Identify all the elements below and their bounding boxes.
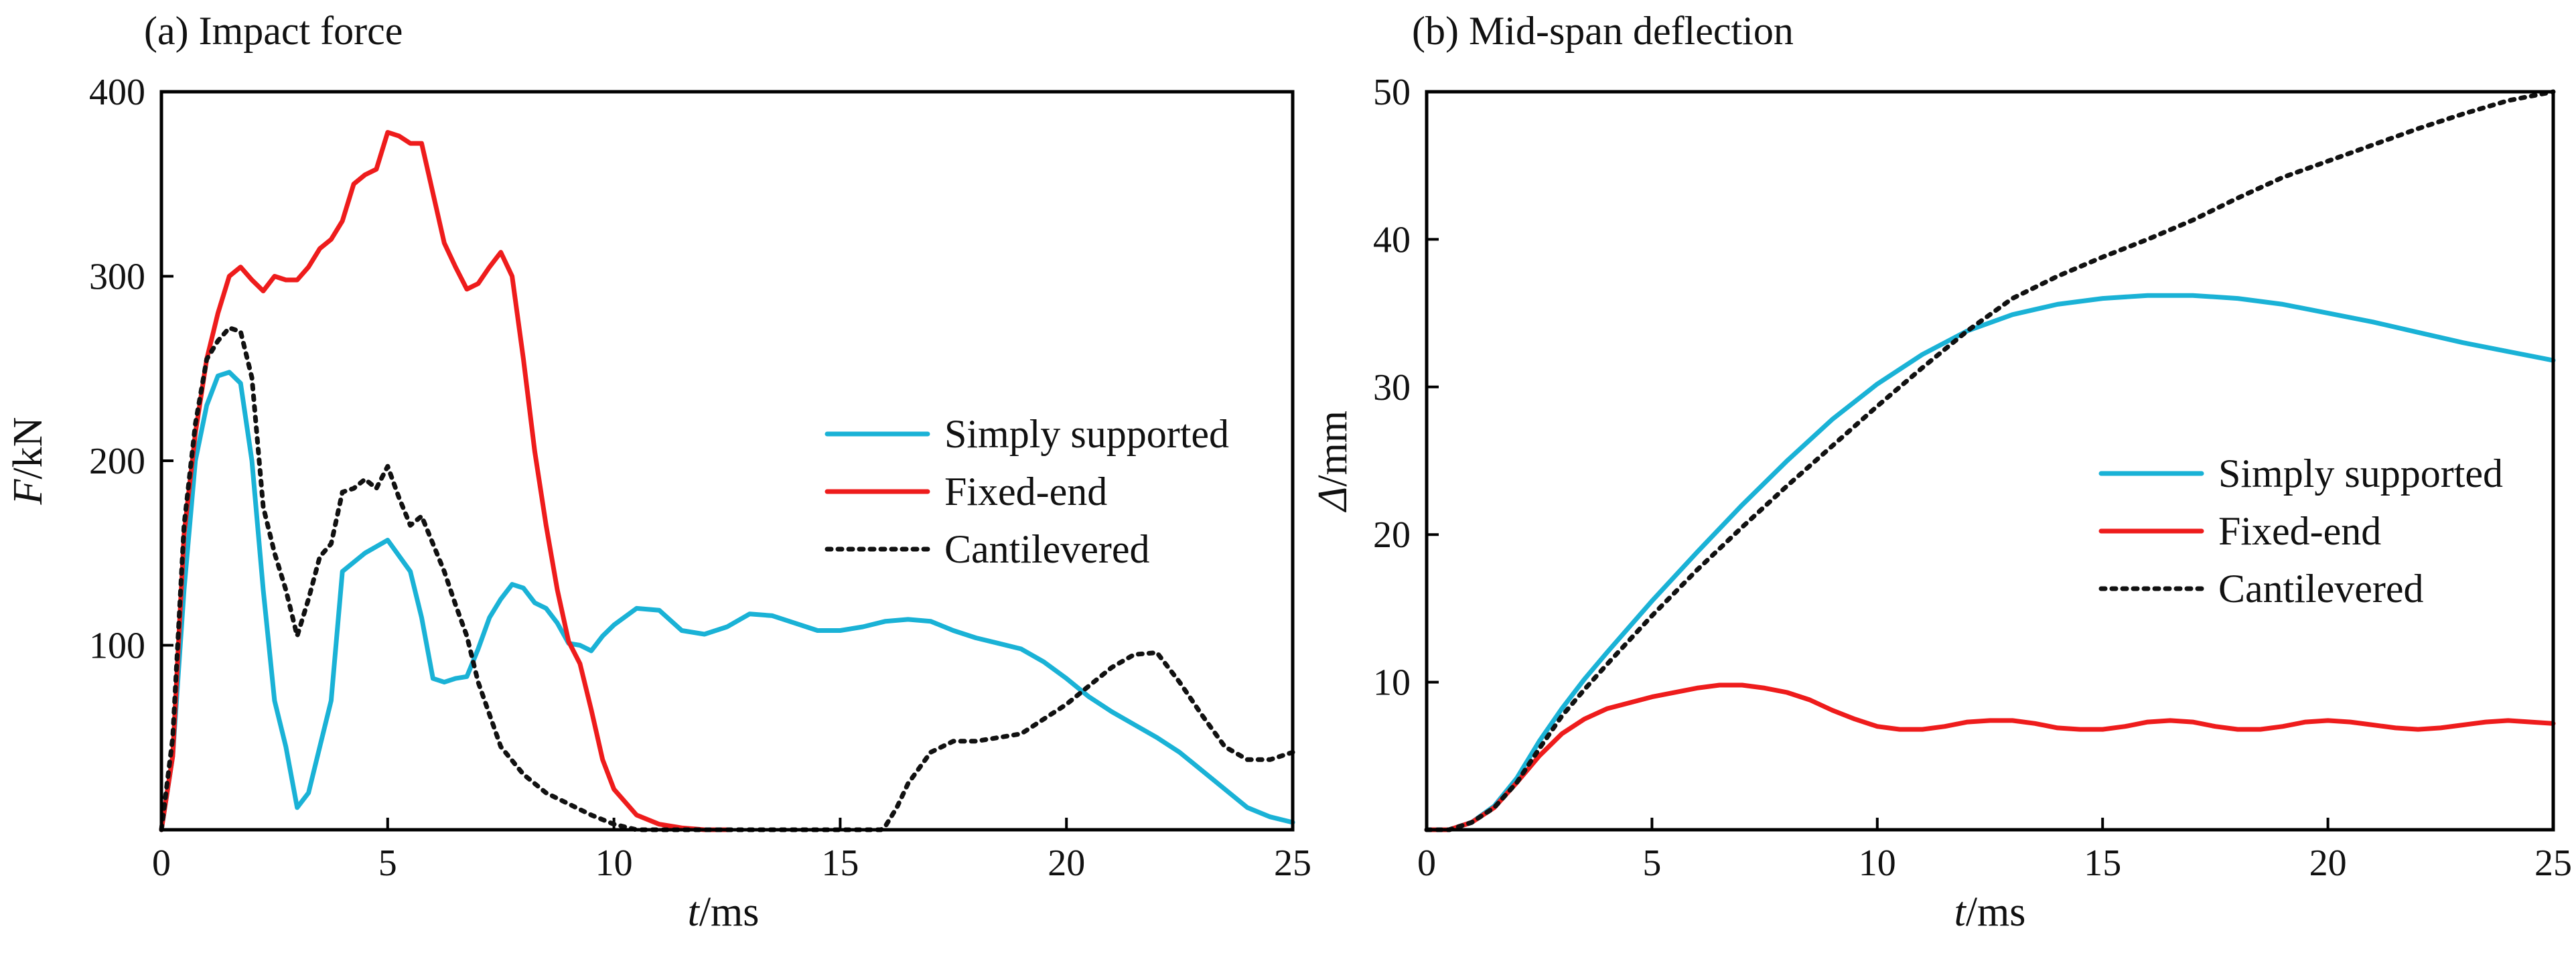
y-tick-label: 20	[1373, 514, 1411, 556]
x-tick-label: 15	[821, 842, 859, 884]
x-tick-label: 5	[378, 842, 397, 884]
x-tick-label: 10	[595, 842, 633, 884]
x-tick-label: 25	[2534, 842, 2572, 884]
tick-labels: 0 5 10 15 20 25 100 200 300 400	[89, 72, 1311, 884]
panel-impact-force: (a) Impact force 0 5 10 15 20 25100200300400 …	[5, 9, 1311, 935]
x-tick-label: 25	[1274, 842, 1311, 884]
plot-frame	[1425, 90, 2555, 832]
y-tick-label: 30	[1373, 367, 1411, 409]
x-tick-label: 20	[1048, 842, 1085, 884]
x-axis-label: t/ms	[688, 889, 760, 935]
series-line-cantilevered	[1424, 89, 2556, 832]
legend-label: Simply supported	[2218, 451, 2503, 496]
series-line-simply-supported	[159, 370, 1295, 832]
tick-labels: 0 5 10 15 20 25 10 20 30 40 50	[1373, 72, 2572, 884]
y-tick-label: 100	[89, 625, 145, 667]
panel-title: (b) Mid-span deflection	[1412, 9, 1794, 53]
x-tick-label: 20	[2309, 842, 2347, 884]
legend: Simply supported Fixed-end Cantilevered	[825, 412, 1229, 571]
panel-title: (a) Impact force	[144, 9, 403, 53]
y-axis-label: Δ/mm	[1310, 411, 1356, 513]
legend: Simply supported Fixed-end Cantilevered	[2098, 451, 2503, 611]
legend-label: Fixed-end	[2218, 509, 2381, 553]
x-tick-label: 10	[1859, 842, 1896, 884]
series-line-fixed-end	[159, 130, 729, 832]
y-tick-label: 400	[89, 72, 145, 113]
legend-label: Cantilevered	[944, 527, 1150, 571]
y-tick-label: 10	[1373, 662, 1411, 704]
x-tick-label: 0	[1417, 842, 1436, 884]
y-tick-label: 200	[89, 441, 145, 482]
y-tick-label: 40	[1373, 219, 1411, 261]
series-line-cantilevered	[159, 325, 1295, 832]
x-tick-label: 15	[2084, 842, 2121, 884]
y-axis-label: F/kN	[5, 417, 51, 506]
legend-label: Cantilevered	[2218, 567, 2424, 611]
series-line-simply-supported	[1424, 293, 2556, 832]
plot-area	[1424, 89, 2556, 832]
legend-label: Simply supported	[944, 412, 1229, 456]
x-tick-label: 0	[152, 842, 171, 884]
x-tick-label: 5	[1642, 842, 1661, 884]
series-line-fixed-end	[1424, 682, 2556, 832]
y-tick-label: 50	[1373, 72, 1411, 113]
plot-area	[159, 130, 1295, 832]
plot-frame	[159, 90, 1295, 832]
legend-label: Fixed-end	[944, 469, 1107, 514]
x-axis-label: t/ms	[1954, 889, 2026, 935]
panel-mid-span-deflection: (b) Mid-span deflection 0 5 10 15 20 25 10 20 30…	[1310, 9, 2572, 935]
y-tick-label: 300	[89, 256, 145, 298]
